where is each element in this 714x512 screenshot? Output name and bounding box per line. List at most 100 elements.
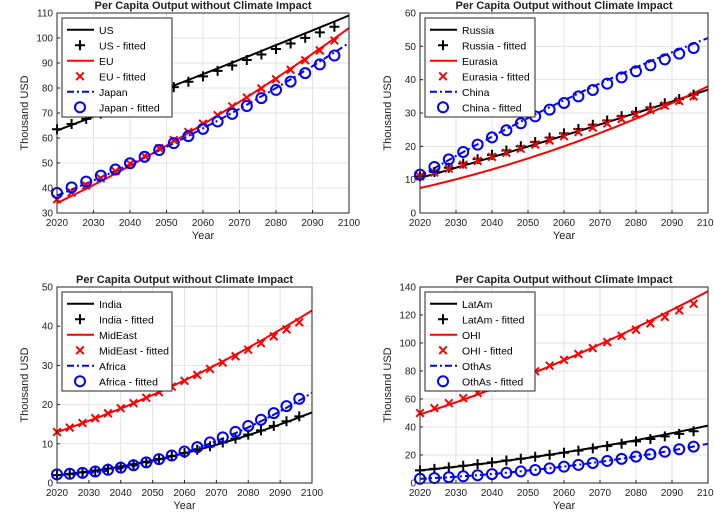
fitted-marker	[154, 454, 164, 465]
legend-label: Africa - fitted	[99, 376, 158, 388]
fitted-marker	[94, 169, 107, 182]
fitted-marker	[660, 101, 670, 111]
fitted-marker	[674, 305, 684, 315]
fitted-marker	[153, 144, 166, 157]
x-tick-label: 2100	[697, 218, 714, 229]
fitted-marker	[242, 92, 252, 102]
fitted-marker	[299, 67, 312, 80]
legend-marker-swatch	[438, 40, 448, 51]
fitted-marker	[472, 154, 483, 165]
chart-title: Per Capita Output without Climate Impact	[95, 0, 312, 12]
fitted-marker	[645, 318, 655, 328]
fitted-marker	[428, 160, 441, 173]
fitted-marker	[267, 407, 280, 420]
legend-label: OthAs	[462, 361, 491, 373]
fitted-marker	[166, 451, 177, 462]
fitted-marker	[487, 152, 497, 162]
legend-marker-swatch	[75, 314, 85, 325]
x-tick-label: 2030	[82, 218, 105, 229]
fitted-marker	[241, 55, 252, 66]
fitted-marker	[514, 117, 527, 130]
fitted-marker	[169, 135, 179, 145]
fitted-marker	[572, 458, 585, 471]
legend-label: Eurasia	[462, 56, 498, 68]
legend-box	[424, 291, 536, 392]
x-tick-label: 2020	[46, 488, 69, 499]
x-tick-label: 2030	[445, 218, 468, 229]
x-axis-label: Year	[173, 500, 196, 512]
y-tick-label: 20	[42, 400, 54, 411]
legend: Russia Russia - fitted Eurasia Eurasia - fi…	[424, 17, 536, 118]
fitted-marker	[204, 436, 216, 449]
fitted-marker	[80, 175, 93, 188]
x-tick-label: 2070	[589, 218, 612, 229]
fitted-marker	[673, 47, 686, 60]
y-tick-label: 30	[42, 209, 54, 220]
legend-label: Japan	[99, 87, 128, 99]
fitted-marker	[300, 32, 311, 43]
fitted-marker	[153, 453, 165, 466]
fitted-marker	[124, 157, 136, 170]
chart-title: Per Capita Output without Climate Impact	[76, 274, 293, 286]
fitted-marker	[64, 468, 75, 479]
chart-title: Per Capita Output without Climate Impact	[456, 0, 673, 12]
fitted-marker	[90, 413, 100, 423]
y-axis-label: Thousand USD	[382, 75, 394, 150]
fitted-marker	[645, 105, 655, 115]
fitted-marker	[242, 419, 255, 432]
fitted-marker	[602, 337, 612, 347]
legend-marker-swatch	[74, 375, 86, 388]
legend-label: Russia - fitted	[462, 40, 526, 52]
legend-label: MidEast	[99, 330, 137, 342]
fitted-marker	[255, 92, 268, 105]
fitted-marker	[559, 447, 569, 458]
fitted-marker	[77, 467, 88, 478]
fitted-marker	[271, 74, 281, 84]
fitted-marker	[471, 138, 484, 151]
fitted-marker	[212, 65, 223, 76]
y-tick-label: 60	[42, 134, 54, 145]
fitted-marker	[167, 137, 180, 150]
fitted-marker	[588, 123, 598, 133]
legend-marker-swatch	[75, 40, 85, 51]
legend-marker-swatch	[437, 101, 449, 114]
x-axis-label: Year	[553, 500, 576, 512]
x-tick-label: 2100	[301, 488, 324, 499]
fitted-marker	[545, 135, 555, 145]
x-tick-label: 2050	[142, 488, 165, 499]
fitted-marker	[573, 445, 584, 456]
fitted-marker	[658, 445, 671, 458]
y-tick-label: 70	[42, 109, 54, 120]
x-tick-label: 2090	[661, 488, 684, 499]
y-tick-label: 110	[37, 9, 53, 20]
fitted-marker	[314, 27, 325, 38]
fitted-marker	[226, 107, 239, 120]
fitted-marker	[76, 466, 89, 479]
fitted-marker	[673, 443, 686, 456]
chart-title: Per Capita Output without Climate Impact	[456, 274, 673, 286]
fitted-marker	[102, 463, 114, 476]
fitted-marker	[674, 96, 684, 106]
fitted-marker	[442, 471, 455, 484]
fitted-marker	[530, 140, 540, 150]
fitted-marker	[300, 55, 310, 65]
fitted-marker	[141, 456, 152, 467]
fitted-marker	[270, 83, 282, 96]
y-tick-label: 80	[42, 84, 54, 95]
fitted-marker	[81, 181, 91, 191]
x-tick-label: 2020	[409, 218, 432, 229]
fitted-marker	[138, 150, 151, 163]
fitted-marker	[631, 436, 641, 447]
fitted-marker	[109, 163, 122, 176]
legend-label: India - fitted	[99, 314, 154, 326]
fitted-marker	[689, 91, 699, 101]
fitted-marker	[543, 103, 556, 116]
y-tick-label: 50	[42, 283, 54, 294]
fitted-marker	[572, 90, 585, 103]
fitted-marker	[285, 38, 296, 49]
fitted-marker	[630, 65, 642, 78]
fitted-marker	[329, 21, 340, 32]
fitted-marker	[328, 49, 341, 62]
fitted-marker	[515, 453, 526, 464]
y-tick-label: 100	[36, 34, 53, 45]
